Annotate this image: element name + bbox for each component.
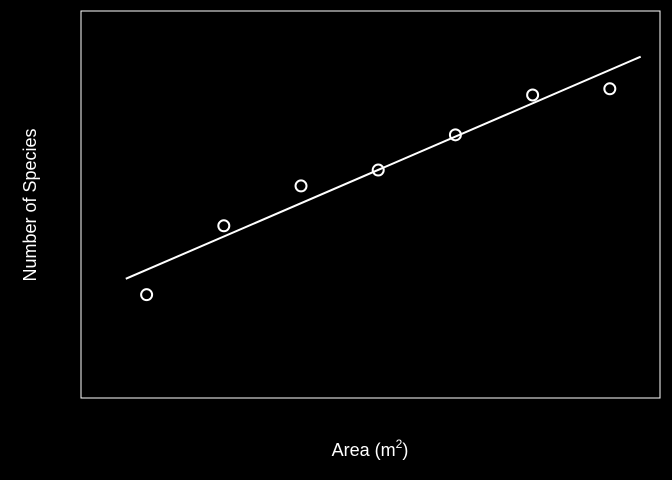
plot-frame <box>80 10 661 399</box>
data-point-7 <box>603 82 617 96</box>
data-point-4 <box>371 163 385 177</box>
data-point-6 <box>526 88 540 102</box>
data-point-3 <box>294 179 308 193</box>
x-axis-label: Area (m2) <box>332 437 409 460</box>
chart-marks <box>125 55 642 302</box>
data-point-2 <box>217 219 231 233</box>
y-axis-label: Number of Species <box>20 128 40 281</box>
data-point-5 <box>448 128 462 142</box>
data-point-1 <box>140 288 154 302</box>
x-axis-label-superscript: 2 <box>396 437 403 451</box>
